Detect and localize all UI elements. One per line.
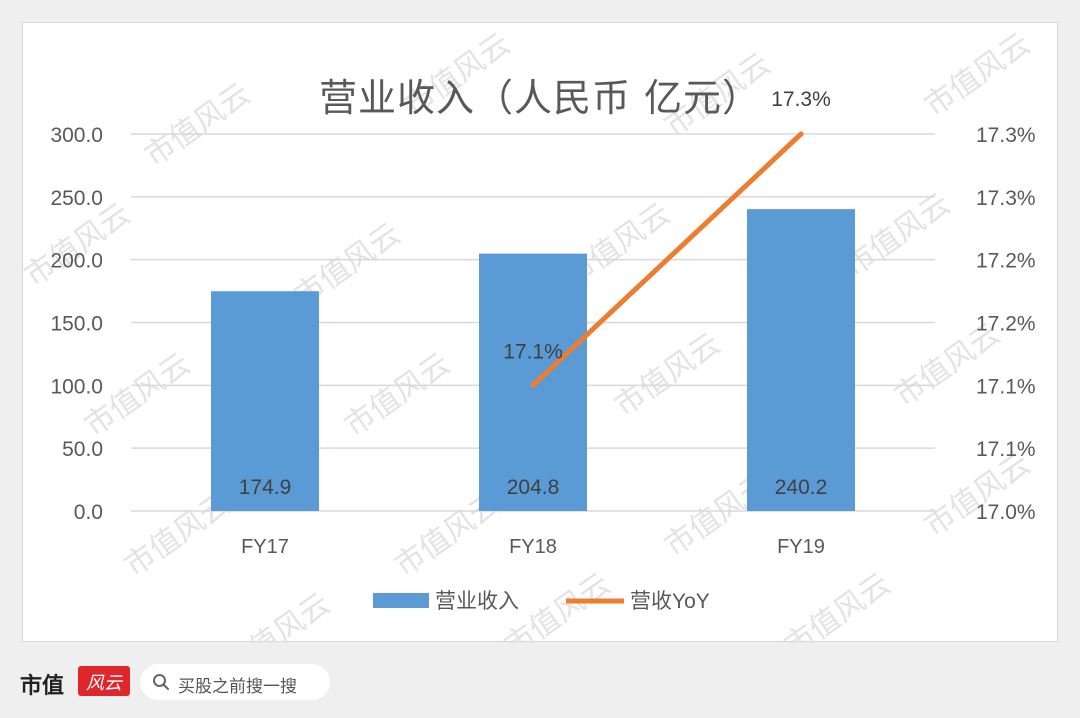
yoy-point [798, 131, 804, 137]
brand-logo: 风云 [78, 666, 130, 696]
yoy-data-label: 17.3% [771, 88, 831, 111]
x-tick-label: FY17 [241, 536, 289, 558]
y-left-tick-label: 250.0 [50, 187, 103, 210]
legend-swatch-revenue [373, 593, 429, 608]
watermark-text: 市值风云 [838, 186, 956, 283]
y-left-tick-label: 150.0 [50, 313, 103, 336]
y-left-tick-label: 50.0 [62, 438, 103, 461]
y-right-tick-label: 17.3% [976, 187, 1036, 210]
search-placeholder: 买股之前搜一搜 [178, 677, 297, 697]
y-right-tick-label: 17.2% [976, 313, 1036, 336]
x-tick-label: FY18 [509, 536, 557, 558]
y-right-tick-label: 17.0% [976, 501, 1036, 524]
y-left-tick-label: 300.0 [50, 124, 103, 147]
watermark-text: 市值风云 [608, 326, 726, 423]
search-icon [153, 674, 169, 690]
brand-logo-text: 风云 [86, 673, 122, 694]
yoy-point [530, 382, 536, 388]
chart-frame: 市值风云 市值风云 市值风云 市值风云 市值风云 市值风云 市值风云 市值风云 市值风云 市值风云… [22, 22, 1058, 643]
y-right-tick-label: 17.1% [976, 375, 1036, 398]
yoy-data-label: 17.1% [503, 340, 563, 363]
bar-data-label: 174.9 [239, 476, 292, 499]
watermark-text: 市值风云 [338, 346, 456, 443]
brand-name: 市值 [20, 674, 65, 699]
chart-title: 营业收入（人民币 亿元） [318, 76, 762, 120]
bar-fy19 [747, 209, 855, 511]
bar-data-label: 240.2 [775, 476, 828, 499]
y-left-tick-label: 100.0 [50, 375, 103, 398]
x-tick-label: FY19 [777, 536, 825, 558]
y-right-tick-label: 17.3% [976, 124, 1036, 147]
y-right-tick-label: 17.1% [976, 438, 1036, 461]
legend-label-yoy: 营收YoY [630, 590, 710, 613]
watermark-text: 市值风云 [778, 566, 896, 643]
legend-label-revenue: 营业收入 [435, 590, 519, 613]
watermark-text: 市值风云 [218, 586, 336, 643]
search-box[interactable]: 买股之前搜一搜 [140, 664, 330, 700]
y-left-tick-label: 0.0 [74, 501, 103, 524]
y-left-tick-label: 200.0 [50, 250, 103, 273]
watermark-text: 市值风云 [23, 196, 137, 293]
bar-fy17 [211, 291, 319, 511]
bar-data-label: 204.8 [507, 476, 560, 499]
footer-bar: 市值 风云 买股之前搜一搜 [0, 650, 1080, 718]
y-right-tick-label: 17.2% [976, 250, 1036, 273]
yoy-line [530, 131, 804, 388]
